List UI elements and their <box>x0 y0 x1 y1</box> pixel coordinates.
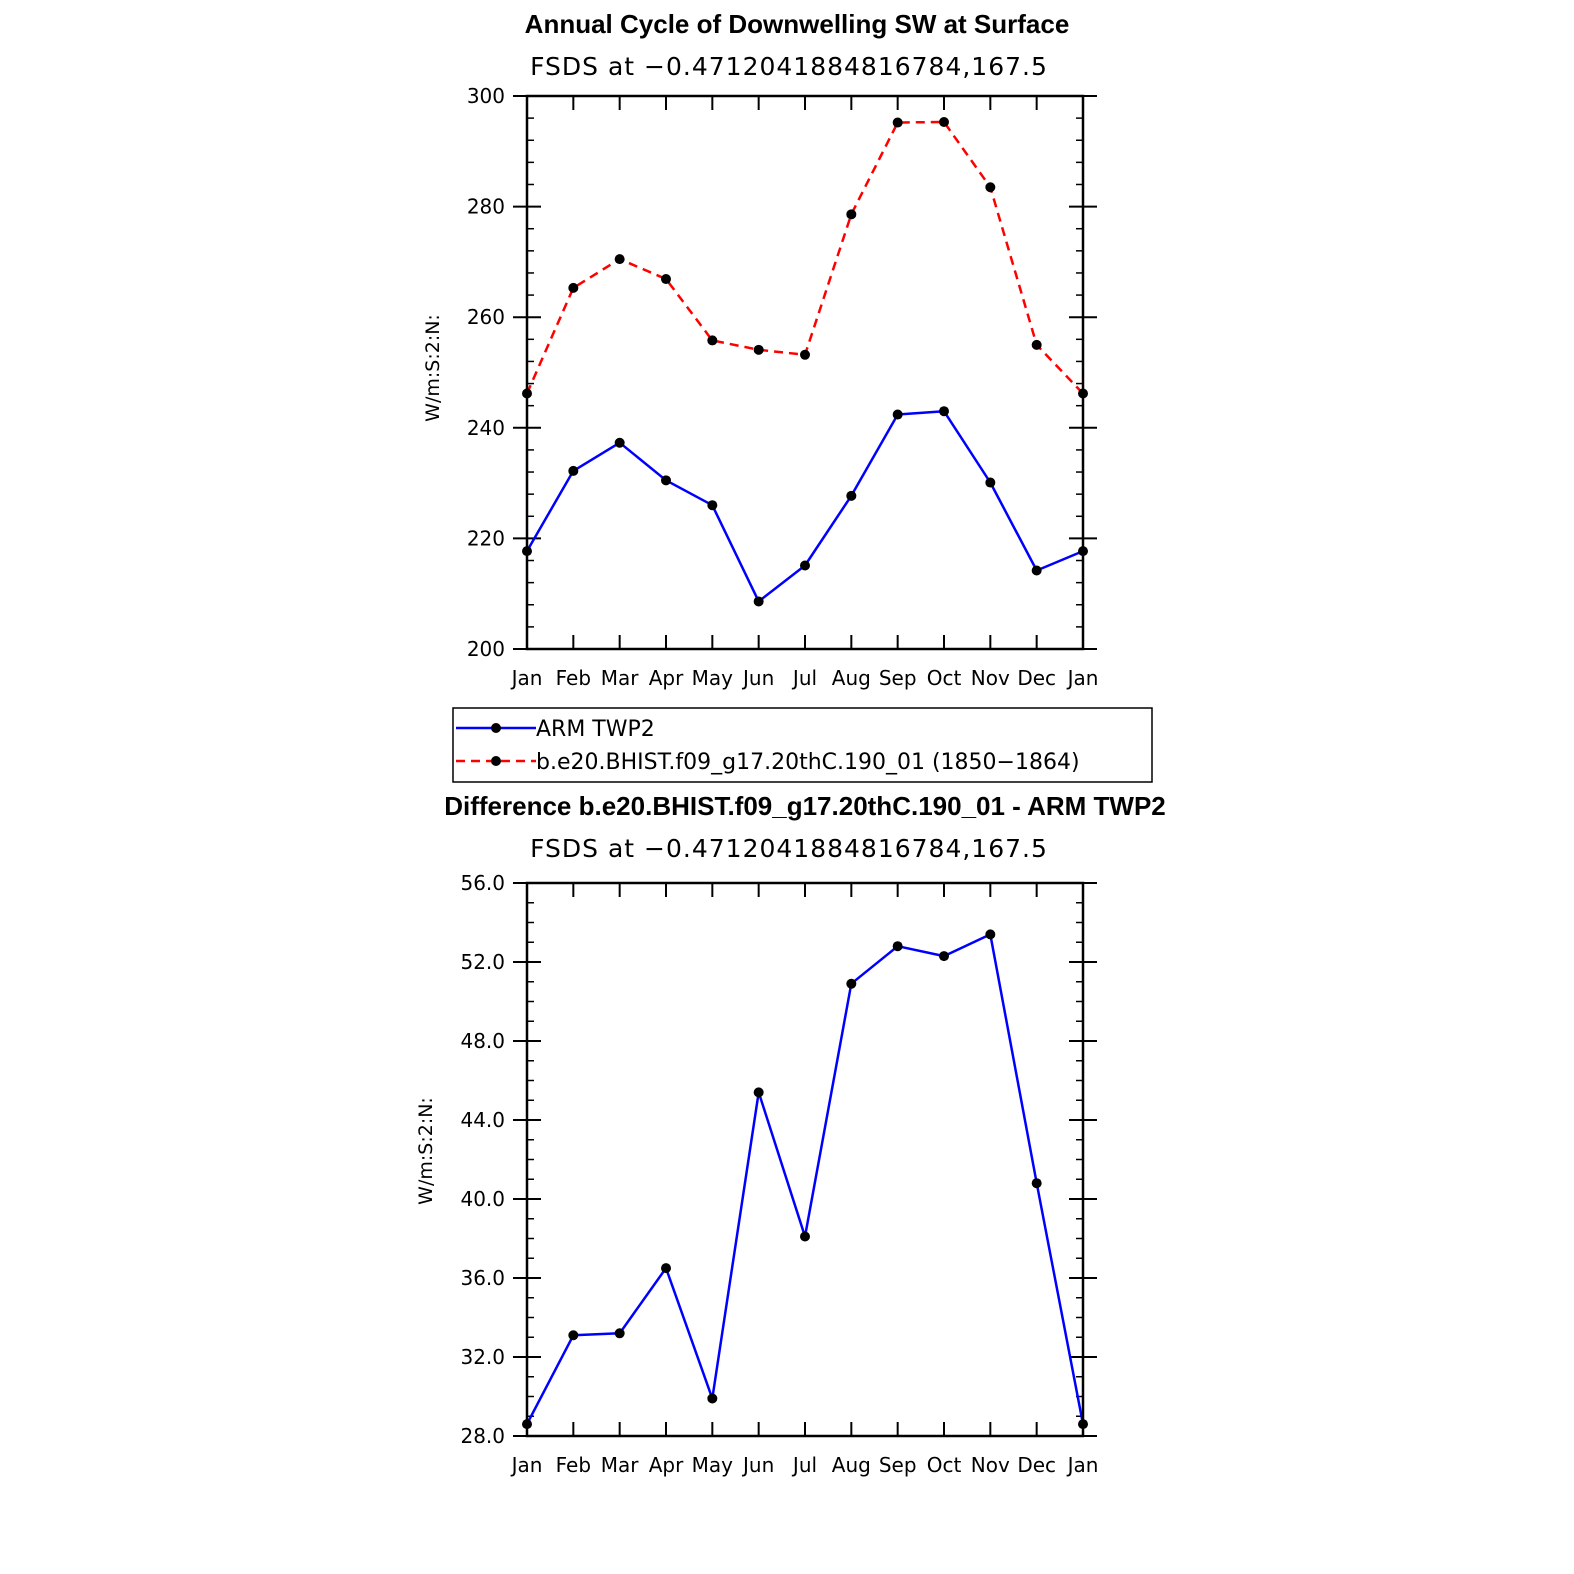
plot-frame <box>525 94 1085 651</box>
data-point <box>661 1263 671 1274</box>
legend-label: ARM TWP2 <box>536 717 655 742</box>
legend-box <box>452 707 1153 783</box>
x-tick-label: Apr <box>649 1453 684 1477</box>
x-tick-label: Feb <box>556 1453 591 1477</box>
y-tick-label: 44.0 <box>460 1108 505 1132</box>
y-tick-label: 32.0 <box>460 1345 505 1369</box>
difference-chart: Difference b.e20.BHIST.f09_g17.20thC.190… <box>415 791 1166 1477</box>
x-tick-label: May <box>692 666 734 690</box>
x-tick-label: Dec <box>1017 666 1056 690</box>
data-point <box>939 406 949 417</box>
y-tick-label: 220 <box>467 526 505 550</box>
y-tick-label: 36.0 <box>460 1266 505 1290</box>
legend-swatch-marker <box>491 756 501 766</box>
data-point <box>568 1330 579 1341</box>
x-tick-label: Mar <box>601 666 640 690</box>
data-point <box>939 116 949 127</box>
x-tick-label: Nov <box>971 1453 1010 1477</box>
x-tick-label: Jan <box>510 666 543 690</box>
x-tick-label: Sep <box>879 666 917 690</box>
data-point <box>568 282 579 293</box>
chart-subtitle: FSDS at −0.4712041884816784,167.5 <box>530 834 1048 863</box>
data-point <box>892 941 903 952</box>
y-tick-label: 52.0 <box>460 950 505 974</box>
data-point <box>753 596 764 607</box>
x-tick-label: Jul <box>791 666 817 690</box>
data-point <box>614 254 625 265</box>
y-axis-label: W/m:S:2:N: <box>415 1097 437 1205</box>
legend-swatch-marker <box>491 723 501 733</box>
x-tick-label: Jan <box>510 1453 543 1477</box>
series-line <box>525 409 1084 603</box>
x-tick-label: Mar <box>601 1453 640 1477</box>
y-tick-label: 48.0 <box>460 1029 505 1053</box>
y-tick-label: 260 <box>467 305 505 329</box>
data-point <box>614 437 625 448</box>
data-point <box>661 274 671 285</box>
x-tick-label: May <box>692 1453 734 1477</box>
series-line <box>525 933 1085 1425</box>
y-tick-label: 56.0 <box>460 871 505 895</box>
y-tick-label: 200 <box>467 637 505 661</box>
y-tick-label: 40.0 <box>460 1187 505 1211</box>
data-point <box>939 951 949 962</box>
x-tick-label: Jan <box>1066 666 1099 690</box>
data-point <box>800 560 810 571</box>
data-point <box>707 500 718 511</box>
x-tick-label: Nov <box>971 666 1010 690</box>
data-point <box>707 1393 718 1404</box>
annual-cycle-chart: Annual Cycle of Downwelling SW at Surfac… <box>422 9 1098 690</box>
y-tick-label: 240 <box>467 416 505 440</box>
y-tick-label: 28.0 <box>460 1424 505 1448</box>
data-point <box>892 117 903 128</box>
x-tick-label: Jun <box>741 666 774 690</box>
data-point <box>985 477 996 488</box>
x-tick-label: Jul <box>791 1453 817 1477</box>
data-point <box>1031 1178 1042 1189</box>
x-tick-label: Dec <box>1017 1453 1056 1477</box>
legend-label: b.e20.BHIST.f09_g17.20thC.190_01 (1850−1… <box>536 750 1080 775</box>
data-point <box>753 344 764 355</box>
data-point <box>753 1087 764 1098</box>
chart-subtitle: FSDS at −0.4712041884816784,167.5 <box>530 52 1048 81</box>
x-tick-label: Apr <box>649 666 684 690</box>
chart-title: Difference b.e20.BHIST.f09_g17.20thC.190… <box>444 791 1166 821</box>
data-point <box>846 209 857 220</box>
x-tick-label: Aug <box>832 1453 871 1477</box>
x-tick-label: Jun <box>741 1453 774 1477</box>
data-point <box>661 475 671 486</box>
y-tick-label: 300 <box>467 84 505 108</box>
legend-entry-model: b.e20.BHIST.f09_g17.20thC.190_01 (1850−1… <box>456 750 1080 775</box>
plot-frame <box>525 881 1085 1438</box>
x-tick-label: Feb <box>556 666 591 690</box>
data-point <box>1031 565 1042 576</box>
data-point <box>707 335 718 346</box>
data-point <box>985 182 996 193</box>
x-tick-label: Oct <box>927 1453 962 1477</box>
y-axis-label: W/m:S:2:N: <box>422 314 444 422</box>
legend-entry-arm-twp2: ARM TWP2 <box>456 717 655 742</box>
data-point <box>614 1328 625 1339</box>
chart-title: Annual Cycle of Downwelling SW at Surfac… <box>525 9 1070 39</box>
data-point <box>800 349 810 360</box>
data-point <box>985 929 996 940</box>
data-point <box>846 490 857 501</box>
x-tick-label: Aug <box>832 666 871 690</box>
y-tick-label: 280 <box>467 195 505 219</box>
data-point <box>568 465 579 476</box>
data-point <box>846 978 857 989</box>
data-point <box>892 409 903 420</box>
x-tick-label: Sep <box>879 1453 917 1477</box>
x-tick-label: Jan <box>1066 1453 1099 1477</box>
data-point <box>800 1231 810 1242</box>
x-tick-label: Oct <box>927 666 962 690</box>
legend: ARM TWP2 b.e20.BHIST.f09_g17.20thC.190_0… <box>452 707 1153 783</box>
data-point <box>1031 339 1042 350</box>
